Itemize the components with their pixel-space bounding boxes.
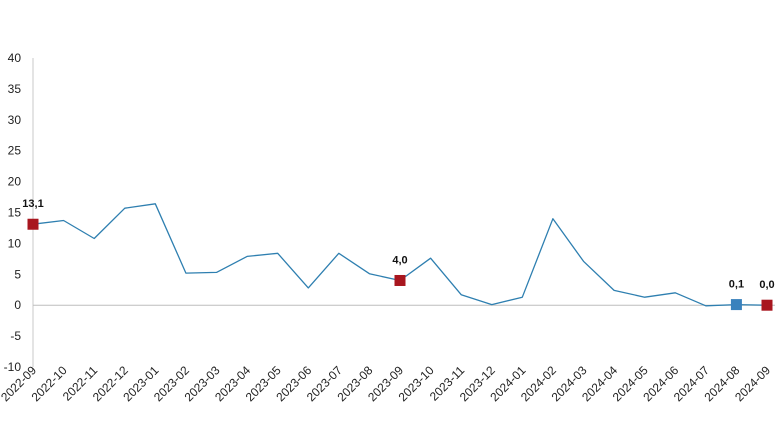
y-tick-label: 10 [8, 236, 22, 250]
highlight-markers: 13,1 4,0 0,1 0,0 [22, 198, 775, 311]
x-tick-labels: 2022-092022-102022-112022-122023-012023-… [0, 363, 773, 404]
data-label: 4,0 [392, 254, 407, 266]
y-tick-label: -10 [4, 360, 22, 374]
highlight-marker [761, 299, 773, 311]
highlight-marker [27, 218, 39, 230]
highlight-marker [394, 274, 406, 286]
y-tick-label: 20 [8, 175, 22, 189]
y-tick-label: 30 [8, 113, 22, 127]
y-tick-label: 0 [14, 298, 21, 312]
y-tick-label: 40 [8, 51, 22, 65]
data-label: 13,1 [22, 198, 43, 210]
highlight-marker [730, 299, 742, 311]
y-tick-label: 25 [8, 144, 22, 158]
y-tick-labels: 40 35 30 25 20 15 10 5 0 -5 -10 [4, 51, 22, 374]
axes [32, 58, 775, 367]
y-tick-label: 15 [8, 206, 22, 220]
data-label: 0,0 [759, 279, 774, 291]
y-tick-label: -5 [10, 329, 21, 343]
y-tick-label: 5 [14, 267, 21, 281]
data-label: 0,1 [729, 279, 744, 291]
y-tick-label: 35 [8, 82, 22, 96]
